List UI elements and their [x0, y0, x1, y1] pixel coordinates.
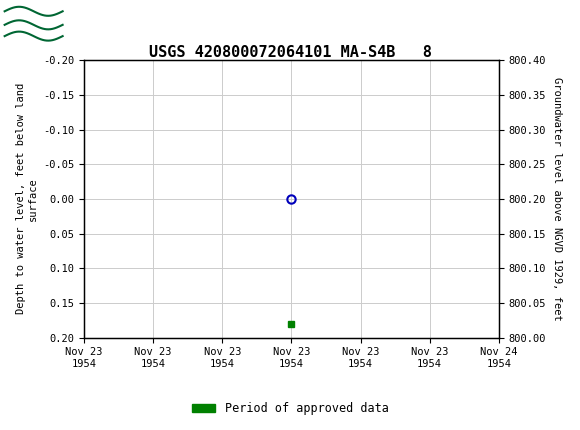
Text: USGS: USGS	[67, 13, 126, 32]
Text: USGS 420800072064101 MA-S4B   8: USGS 420800072064101 MA-S4B 8	[148, 45, 432, 60]
Y-axis label: Depth to water level, feet below land
surface: Depth to water level, feet below land su…	[16, 83, 38, 314]
Bar	[3, 3, 61, 42]
Legend: Period of approved data: Period of approved data	[187, 397, 393, 420]
Y-axis label: Groundwater level above NGVD 1929, feet: Groundwater level above NGVD 1929, feet	[552, 77, 561, 321]
